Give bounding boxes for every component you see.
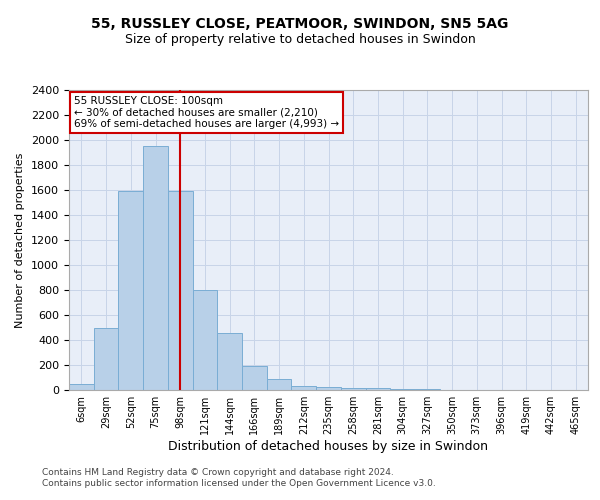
Bar — [168, 191, 193, 390]
X-axis label: Distribution of detached houses by size in Swindon: Distribution of detached houses by size … — [169, 440, 488, 453]
Bar — [292, 386, 316, 390]
Bar — [193, 290, 217, 390]
Bar — [267, 379, 292, 390]
Bar — [217, 332, 242, 390]
Bar — [242, 366, 267, 390]
Bar — [94, 328, 118, 390]
Text: 55, RUSSLEY CLOSE, PEATMOOR, SWINDON, SN5 5AG: 55, RUSSLEY CLOSE, PEATMOOR, SWINDON, SN… — [91, 18, 509, 32]
Bar — [390, 389, 415, 390]
Bar — [143, 146, 168, 390]
Bar — [341, 388, 365, 390]
Bar — [118, 191, 143, 390]
Bar — [69, 384, 94, 390]
Text: Contains HM Land Registry data © Crown copyright and database right 2024.
Contai: Contains HM Land Registry data © Crown c… — [42, 468, 436, 487]
Text: Size of property relative to detached houses in Swindon: Size of property relative to detached ho… — [125, 32, 475, 46]
Y-axis label: Number of detached properties: Number of detached properties — [16, 152, 25, 328]
Bar — [365, 388, 390, 390]
Text: 55 RUSSLEY CLOSE: 100sqm
← 30% of detached houses are smaller (2,210)
69% of sem: 55 RUSSLEY CLOSE: 100sqm ← 30% of detach… — [74, 96, 340, 129]
Bar — [316, 387, 341, 390]
